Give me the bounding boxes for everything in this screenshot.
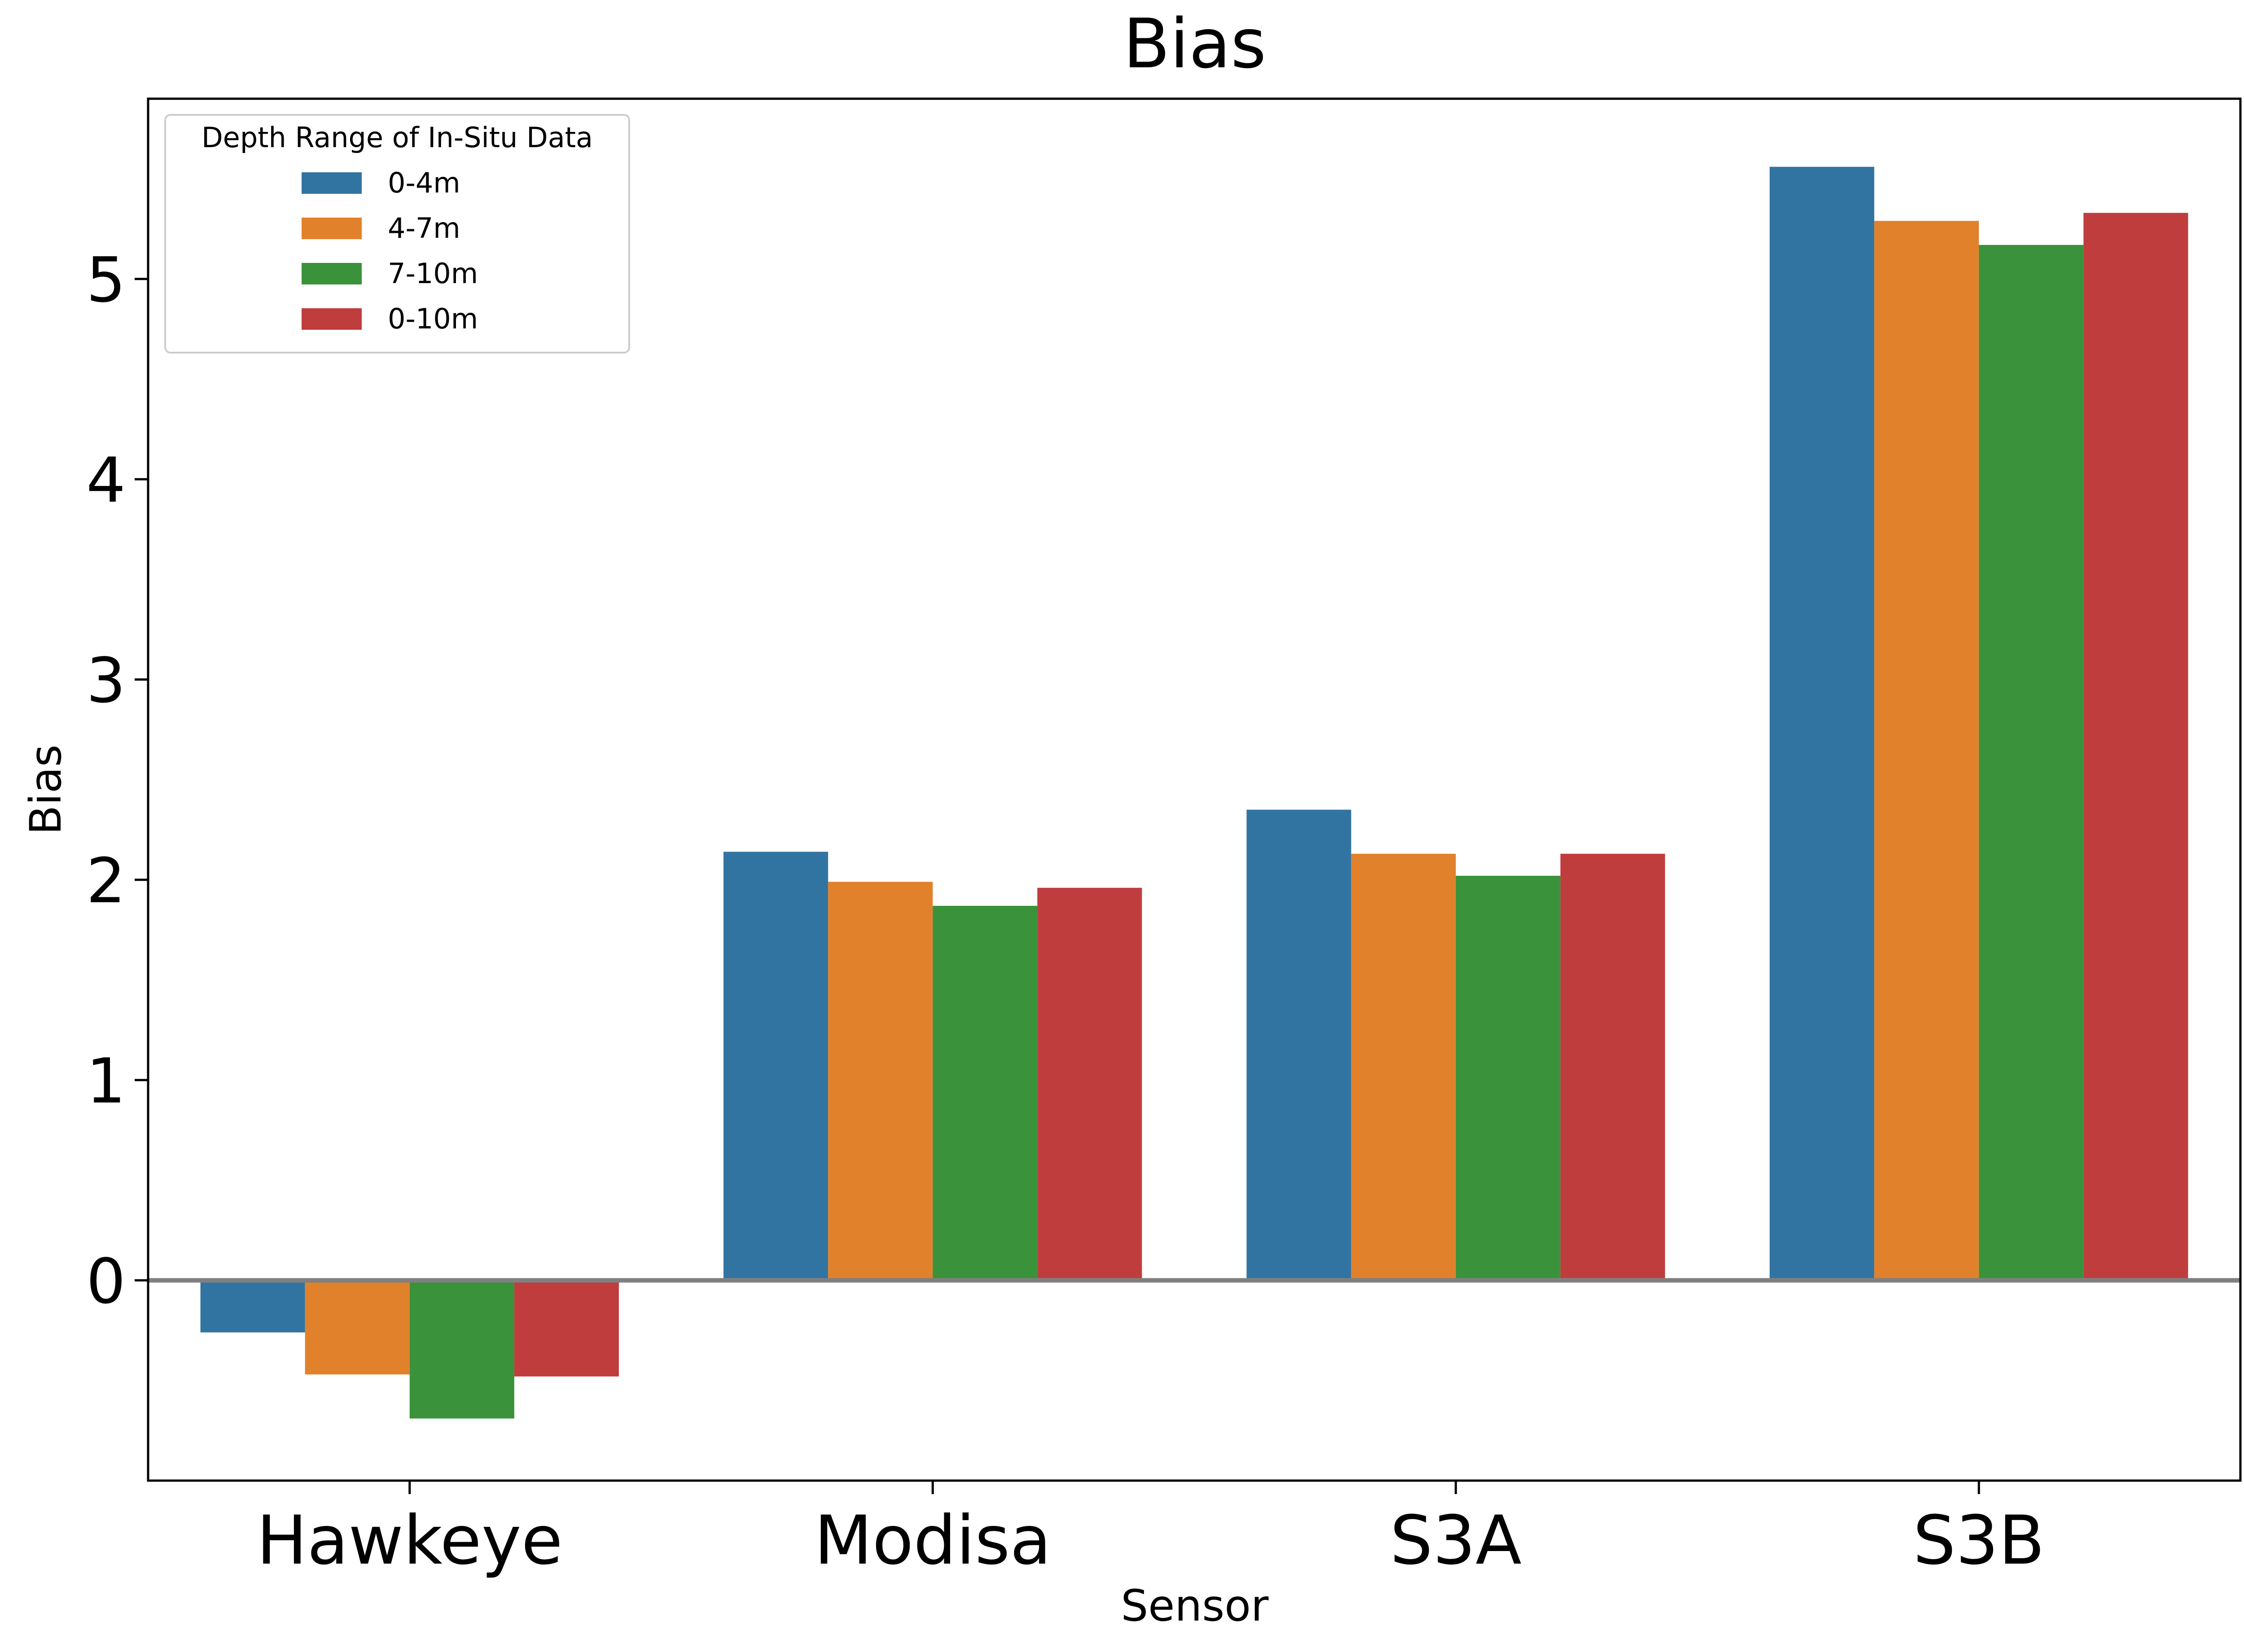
legend-title: Depth Range of In-Situ Data [202, 121, 593, 154]
bar-0-4m-Modisa [723, 852, 828, 1281]
legend-swatch-0-4m [302, 172, 362, 194]
x-tick-label: S3A [1390, 1502, 1521, 1580]
bar-0-4m-Hawkeye [200, 1280, 305, 1333]
bar-4-7m-Hawkeye [305, 1280, 410, 1375]
legend-label-7-10m: 7-10m [388, 257, 478, 290]
bar-4-7m-Modisa [828, 882, 933, 1281]
bar-0-10m-Hawkeye [514, 1280, 619, 1377]
x-tick-label: S3B [1913, 1502, 2045, 1580]
legend: Depth Range of In-Situ Data 0-4m 4-7m 7-10… [164, 114, 630, 354]
x-axis-label: Sensor [1121, 1581, 1269, 1631]
legend-label-4-7m: 4-7m [388, 212, 460, 245]
bar-7-10m-S3B [1979, 245, 2084, 1281]
x-tick-label: Modisa [814, 1502, 1051, 1580]
bar-7-10m-S3A [1455, 875, 1560, 1281]
x-axis: Hawkeye Modisa S3A S3B [257, 1481, 2045, 1580]
bar-7-10m-Modisa [933, 905, 1038, 1281]
bar-0-4m-S3B [1770, 166, 1875, 1281]
legend-label-0-4m: 0-4m [388, 166, 460, 199]
bar-0-10m-S3A [1560, 853, 1665, 1281]
y-tick-label: 1 [86, 1045, 126, 1117]
bar-0-4m-S3A [1246, 809, 1351, 1281]
legend-swatch-4-7m [302, 218, 362, 239]
chart-title: Bias [1123, 4, 1267, 83]
bar-4-7m-S3B [1874, 221, 1979, 1281]
bar-0-10m-S3B [2083, 213, 2188, 1281]
bar-0-10m-Modisa [1037, 887, 1142, 1281]
y-axis-label: Bias [21, 744, 71, 835]
legend-items: 0-4m 4-7m 7-10m 0-10m [302, 166, 478, 335]
bar-4-7m-S3A [1351, 853, 1456, 1281]
plot-frame [147, 97, 2242, 1482]
y-tick-label: 2 [86, 845, 126, 917]
y-tick-label: 5 [86, 244, 126, 316]
legend-swatch-7-10m [302, 263, 362, 284]
y-tick-label: 4 [86, 444, 126, 516]
y-axis: 0 1 2 3 4 5 [86, 244, 148, 1318]
y-tick-label: 0 [86, 1246, 126, 1318]
x-tick-label: Hawkeye [257, 1502, 563, 1580]
legend-box [164, 114, 630, 354]
y-tick-label: 3 [86, 644, 126, 717]
bars-group [200, 166, 2188, 1419]
legend-swatch-0-10m [302, 308, 362, 330]
bar-7-10m-Hawkeye [409, 1280, 514, 1419]
legend-label-0-10m: 0-10m [388, 302, 478, 335]
